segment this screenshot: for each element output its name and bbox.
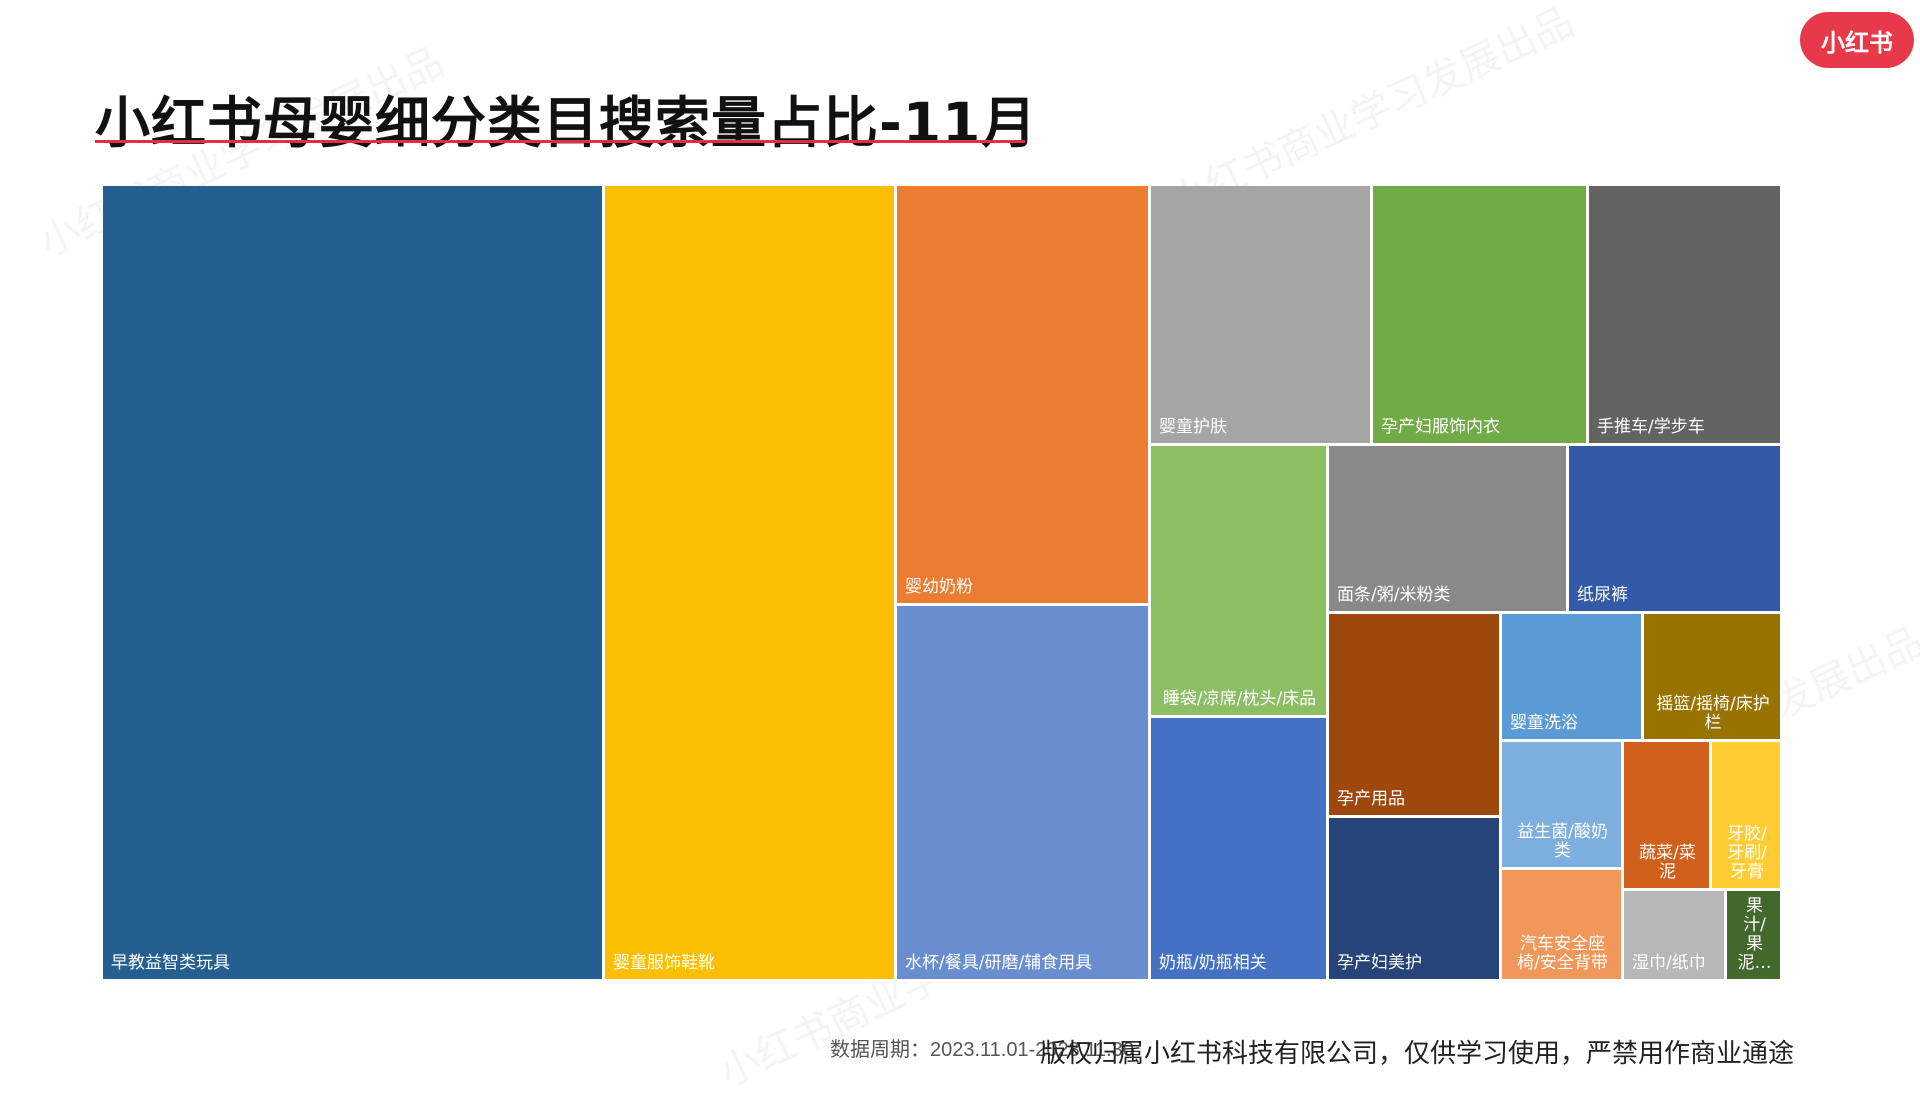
treemap-tile: 益生菌/酸奶类: [1502, 742, 1624, 870]
treemap-tile-label: 婴幼奶粉: [905, 577, 973, 597]
treemap-tile-label: 早教益智类玩具: [111, 953, 230, 973]
treemap-tile: 牙胶/牙刷/牙膏: [1712, 742, 1783, 891]
page-title: 小红书母婴细分类目搜索量占比-11月: [95, 91, 1038, 155]
treemap-tile: 孕产妇服饰内衣: [1373, 186, 1589, 446]
treemap-tile: 面条/粥/米粉类: [1329, 446, 1569, 614]
brand-logo: 小红书: [1800, 12, 1914, 68]
treemap-tile-label: 婴童服饰鞋靴: [613, 953, 715, 973]
treemap-tile: 水杯/餐具/研磨/辅食用具: [897, 606, 1151, 982]
treemap-chart: 早教益智类玩具 婴童服饰鞋靴 婴幼奶粉水杯/餐具/研磨/辅食用具 婴童护肤 孕产妇服饰内…: [103, 186, 1783, 982]
treemap-tile: 蔬菜/菜泥: [1624, 742, 1712, 891]
logo-text: 小红书: [1821, 28, 1893, 57]
treemap-tile-label: 蔬菜/菜泥: [1639, 843, 1696, 882]
treemap-tile-label: 纸尿裤: [1577, 585, 1628, 605]
treemap-tile: 摇篮/摇椅/床护栏: [1644, 614, 1783, 742]
treemap-tile: 手推车/学步车: [1589, 186, 1783, 446]
treemap-tile: 婴童服饰鞋靴: [605, 186, 897, 982]
treemap-tile-label: 摇篮/摇椅/床护栏: [1656, 694, 1770, 733]
data-period: 数据周期：2023.11.01-2023.11.30: [830, 1039, 1134, 1061]
treemap-tile: 果汁/果泥…: [1727, 891, 1783, 982]
treemap-tile-label: 汽车安全座椅/安全背带: [1517, 934, 1608, 973]
treemap-tile-label: 孕产妇美护: [1337, 953, 1422, 973]
treemap-tile-label: 果汁/果泥…: [1737, 896, 1772, 973]
treemap-tile: 睡袋/凉席/枕头/床品: [1151, 446, 1329, 718]
treemap-tile: 婴童洗浴: [1502, 614, 1644, 742]
treemap-tile: 婴幼奶粉: [897, 186, 1151, 606]
copyright-notice: 版权归属小红书科技有限公司，仅供学习使用，严禁用作商业通途: [1040, 1039, 1795, 1069]
treemap-tile-label: 益生菌/酸奶类: [1517, 822, 1608, 861]
title-underline: [95, 140, 1025, 143]
treemap-tile: 汽车安全座椅/安全背带: [1502, 870, 1624, 982]
treemap-tile: 早教益智类玩具: [103, 186, 605, 982]
treemap-tile: 孕产用品: [1329, 614, 1502, 818]
treemap-tile: 孕产妇美护: [1329, 818, 1502, 982]
treemap-tile-label: 手推车/学步车: [1597, 417, 1705, 437]
treemap-tile-label: 奶瓶/奶瓶相关: [1159, 953, 1267, 973]
treemap-tile: 纸尿裤: [1569, 446, 1783, 614]
treemap-tile-label: 水杯/餐具/研磨/辅食用具: [905, 953, 1093, 973]
treemap-tile-label: 孕产妇服饰内衣: [1381, 417, 1500, 437]
treemap-tile-label: 牙胶/牙刷/牙膏: [1727, 824, 1767, 882]
treemap-tile-label: 婴童洗浴: [1510, 713, 1578, 733]
treemap-tile: 奶瓶/奶瓶相关: [1151, 718, 1329, 982]
treemap-tile-label: 婴童护肤: [1159, 417, 1227, 437]
treemap-tile: 湿巾/纸巾: [1624, 891, 1727, 982]
treemap-tile-label: 面条/粥/米粉类: [1337, 585, 1451, 605]
treemap-tile-label: 睡袋/凉席/枕头/床品: [1162, 689, 1317, 709]
treemap-tile: 婴童护肤: [1151, 186, 1373, 446]
treemap-tile-label: 湿巾/纸巾: [1632, 953, 1706, 973]
treemap-tile-label: 孕产用品: [1337, 789, 1405, 809]
